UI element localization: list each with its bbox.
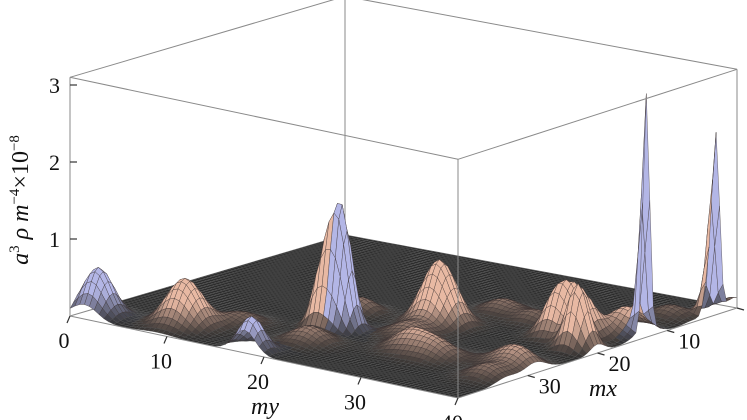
- box-edge-top-left: [69, 0, 335, 78]
- box-edge-top-back: [362, 0, 738, 70]
- density-surface: [69, 93, 738, 399]
